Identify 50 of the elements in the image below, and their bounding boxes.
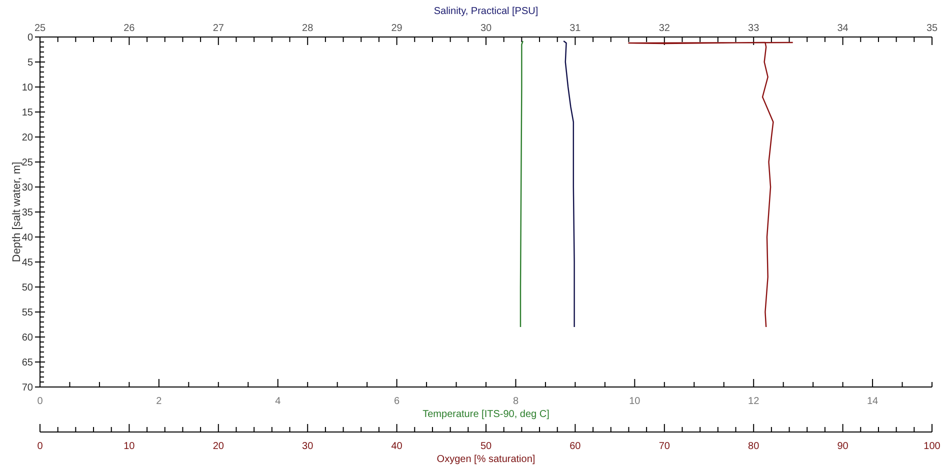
x-tick-label: 10 [629, 396, 641, 407]
x-axis-title: Temperature [ITS-90, deg C] [422, 409, 550, 420]
x-tick-label: 70 [658, 441, 670, 452]
x-tick-label: 30 [302, 441, 314, 452]
x-tick-label: 20 [212, 441, 224, 452]
x2-tick-label: 29 [391, 23, 403, 34]
x-tick-label: 14 [866, 396, 879, 407]
x2-tick-label: 26 [124, 23, 136, 34]
x-tick-label: 8 [512, 396, 519, 407]
y-tick-label: 60 [22, 332, 34, 344]
x2-tick-label: 31 [570, 23, 582, 34]
y-tick-label: 15 [22, 108, 34, 118]
x2-tick-label: 28 [302, 23, 314, 34]
x-tick-label: 12 [748, 396, 760, 407]
x2-axis-title: Salinity, Practical [PSU] [434, 6, 538, 17]
x2-tick-label: 34 [837, 23, 849, 34]
y-tick-label: 55 [22, 308, 34, 318]
y-tick-label: 50 [22, 282, 34, 294]
x-tick-label: 60 [570, 441, 582, 452]
y-tick-label: 70 [22, 382, 34, 394]
y-tick-label: 20 [22, 132, 34, 144]
y-axis-title: Depth [salt water, m] [11, 162, 23, 262]
y-tick-label: 45 [22, 258, 34, 268]
x2-tick-label: 35 [926, 23, 938, 34]
x-tick-label: 6 [394, 396, 400, 407]
x-tick-label: 80 [748, 441, 760, 452]
x2-tick-label: 32 [658, 23, 670, 34]
x-tick-label: 90 [837, 441, 849, 452]
x-tick-label: 4 [275, 396, 282, 407]
y-tick-label: 35 [22, 208, 34, 218]
x2-tick-label: 25 [34, 23, 46, 34]
x-axis-title: Oxygen [% saturation] [436, 454, 536, 465]
y-tick-label: 25 [22, 158, 34, 168]
line-series [520, 40, 524, 328]
x-tick-label: 0 [37, 396, 44, 407]
x-tick-label: 0 [37, 441, 44, 452]
x2-tick-label: 33 [748, 23, 760, 34]
x2-tick-label: 30 [480, 23, 492, 34]
y-tick-label: 65 [22, 358, 34, 368]
y-tick-label: 30 [22, 182, 34, 194]
x-tick-label: 2 [156, 396, 162, 407]
x-tick-label: 50 [480, 441, 492, 452]
x-tick-label: 100 [924, 441, 941, 452]
y-tick-label: 5 [27, 58, 34, 68]
y-tick-label: 40 [22, 232, 34, 244]
y-tick-label: 0 [27, 32, 34, 44]
x2-tick-label: 27 [212, 23, 224, 34]
x-tick-label: 10 [124, 441, 136, 452]
x-tick-label: 40 [391, 441, 403, 452]
y-tick-label: 10 [22, 82, 34, 94]
